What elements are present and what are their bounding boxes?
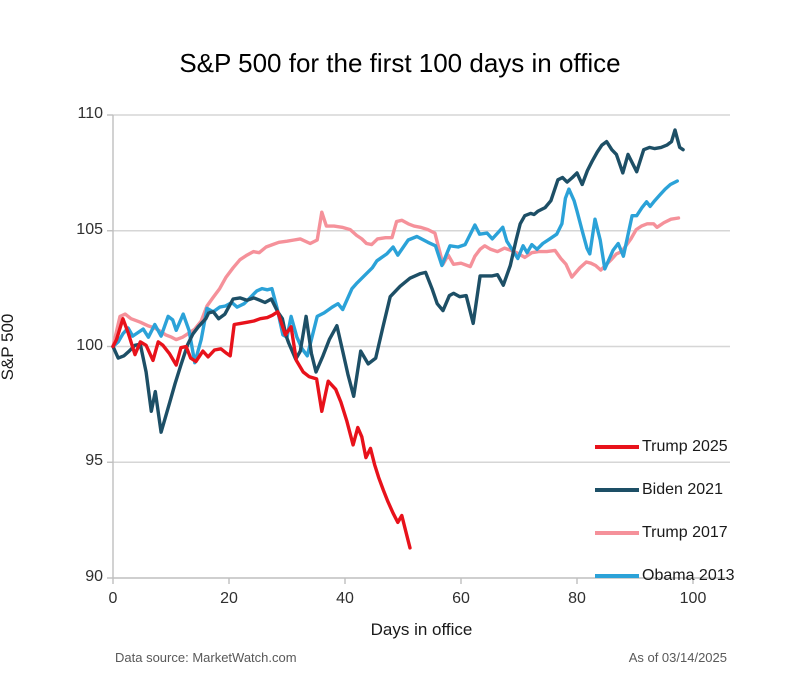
legend-item-obama-2013: Obama 2013 [595,554,735,597]
x-tick-label: 40 [336,590,354,607]
x-tick-label: 100 [679,590,707,607]
legend-swatch-trump-2017 [595,530,639,535]
series-line-biden-2021 [111,128,685,434]
legend-label: Obama 2013 [642,566,735,584]
series-line-trump-2025 [111,310,412,550]
y-axis-title: S&P 500 [0,313,17,381]
legend-swatch-biden-2021 [595,487,639,492]
y-tick-label: 90 [85,568,103,585]
legend-item-trump-2017: Trump 2017 [595,511,735,554]
y-tick-label: 105 [76,220,103,238]
y-tick-label: 110 [77,105,103,122]
x-axis-title: Days in office [370,620,473,639]
x-tick-label: 80 [568,590,586,607]
data-source-note: Data source: MarketWatch.com [115,650,297,665]
x-tick-label: 0 [108,590,118,607]
legend-label: Trump 2025 [642,437,728,455]
legend-label: Trump 2017 [642,523,728,541]
chart-title: S&P 500 for the first 100 days in office [179,48,621,78]
x-tick-label: 20 [220,590,238,607]
x-tick-label: 60 [452,590,470,607]
series-line-obama-2013 [111,179,679,365]
as-of-date-note: As of 03/14/2025 [628,650,727,665]
legend-swatch-obama-2013 [595,573,639,578]
y-tick-label: 100 [76,336,103,354]
legend-swatch-trump-2025 [595,444,639,449]
legend: Trump 2025 Biden 2021 Trump 2017 Obama 2… [595,425,735,597]
legend-item-biden-2021: Biden 2021 [595,468,735,511]
y-tick-label: 95 [85,452,103,470]
legend-label: Biden 2021 [642,480,723,498]
legend-item-trump-2025: Trump 2025 [595,425,735,468]
